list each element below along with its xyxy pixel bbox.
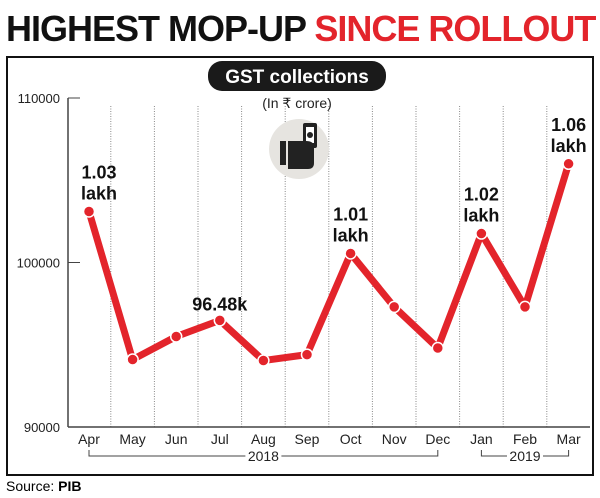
headline: HIGHEST MOP-UP SINCE ROLLOUT — [6, 8, 596, 50]
data-point — [257, 354, 270, 367]
year-bracket — [480, 450, 570, 457]
y-tick-label: 100000 — [17, 256, 60, 271]
x-tick-label: Oct — [340, 431, 362, 447]
data-label: lakh — [551, 136, 587, 156]
title-badge — [208, 61, 386, 91]
data-label: lakh — [333, 225, 369, 245]
y-tick-label: 110000 — [18, 91, 60, 106]
x-tick-label: Feb — [513, 431, 537, 447]
x-tick-label: Nov — [382, 431, 407, 447]
data-point — [475, 227, 488, 240]
series-line — [85, 162, 572, 365]
source-label: Source: — [6, 478, 55, 494]
x-tick-label: Sep — [295, 431, 320, 447]
data-point — [126, 353, 139, 366]
x-tick-label: Jul — [211, 431, 229, 447]
x-tick-label: Aug — [251, 431, 276, 447]
x-tick-label: Dec — [425, 431, 450, 447]
data-label: 96.48k — [192, 294, 248, 314]
chart-title: GST collections — [225, 67, 369, 88]
data-label: lakh — [81, 184, 117, 204]
data-label: 1.03 — [81, 163, 116, 183]
year-label: 2019 — [509, 448, 540, 464]
data-point — [169, 330, 183, 343]
data-point — [387, 300, 401, 314]
x-tick-label: May — [119, 431, 145, 447]
chart-frame — [6, 56, 594, 476]
x-tick-label: Apr — [78, 431, 100, 447]
data-label: lakh — [463, 206, 499, 226]
data-point — [213, 314, 227, 327]
data-label: 1.02 — [464, 185, 499, 205]
y-tick-label: 90000 — [24, 420, 60, 435]
source-value: PIB — [58, 478, 82, 494]
source: Source: PIB — [6, 478, 81, 494]
data-point — [562, 157, 575, 171]
data-point — [82, 205, 96, 218]
headline-part1: HIGHEST MOP-UP — [6, 8, 306, 49]
x-tick-label: Jan — [470, 431, 493, 447]
headline-part2: SINCE ROLLOUT — [314, 8, 596, 49]
data-point — [431, 341, 445, 355]
chart-subtitle: (In ₹ crore) — [262, 95, 332, 111]
hand-holding-cash-icon — [269, 119, 329, 179]
data-point — [518, 300, 532, 314]
data-point — [300, 348, 314, 361]
year-bracket — [88, 450, 439, 457]
data-label: 1.01 — [333, 204, 368, 224]
x-tick-label: Mar — [557, 431, 581, 447]
data-label: 1.06 — [551, 115, 586, 135]
data-point — [344, 247, 357, 260]
x-tick-label: Jun — [165, 431, 188, 447]
year-label: 2018 — [248, 448, 279, 464]
grid-lines — [110, 106, 548, 427]
